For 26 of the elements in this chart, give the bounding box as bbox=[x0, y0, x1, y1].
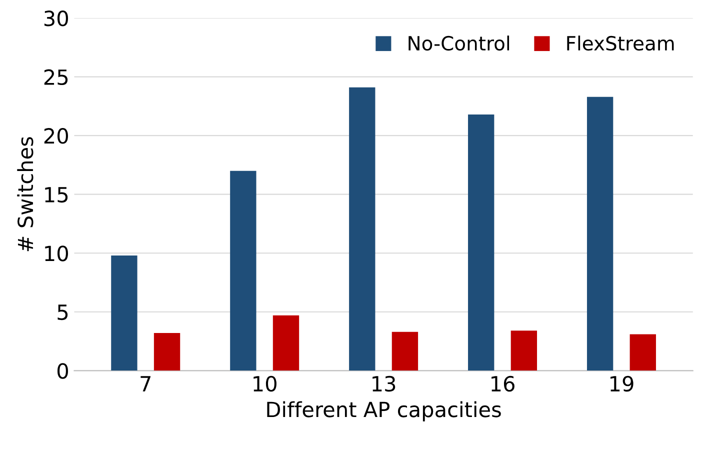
bar bbox=[230, 170, 256, 371]
bar bbox=[630, 334, 656, 371]
bar bbox=[392, 332, 418, 371]
y-tick-label: 30 bbox=[44, 10, 68, 26]
legend-label: FlexStream bbox=[567, 36, 674, 51]
x-tick-label: 13 bbox=[372, 376, 396, 392]
bar bbox=[586, 96, 614, 371]
bar bbox=[272, 315, 300, 371]
x-axis-title: Different AP capacities bbox=[267, 401, 501, 422]
bar bbox=[349, 87, 376, 371]
legend-label: No-Control bbox=[408, 36, 510, 51]
y-axis-title: # Switches bbox=[17, 137, 34, 252]
x-tick-label: 10 bbox=[254, 376, 276, 392]
y-tick-label: 0 bbox=[57, 363, 68, 379]
bar bbox=[468, 114, 494, 371]
x-tick-label: 19 bbox=[610, 376, 634, 392]
y-tick-label: 10 bbox=[45, 246, 68, 262]
y-tick-label: 20 bbox=[44, 128, 68, 144]
bar bbox=[111, 255, 138, 371]
y-tick-label: 5 bbox=[58, 304, 68, 320]
x-tick-label: 16 bbox=[492, 376, 514, 392]
y-tick-label: 15 bbox=[45, 187, 68, 203]
bar bbox=[154, 333, 180, 371]
y-tick-label: 25 bbox=[44, 69, 68, 86]
x-tick-label: 7 bbox=[140, 376, 150, 392]
bar bbox=[510, 330, 538, 371]
